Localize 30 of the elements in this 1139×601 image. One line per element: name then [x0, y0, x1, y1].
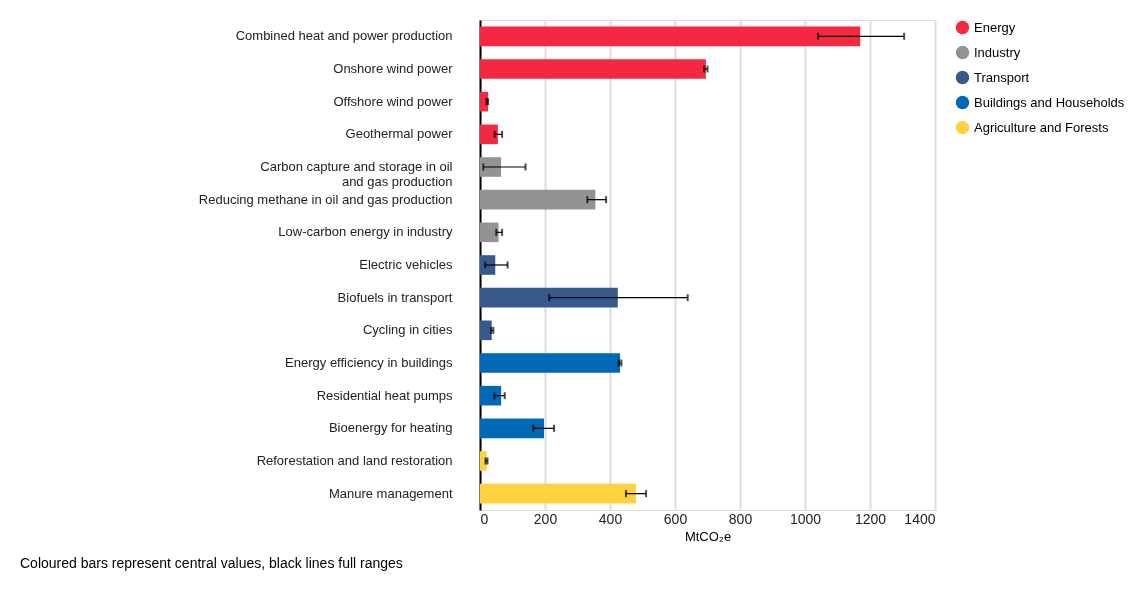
y-tick-label: Geothermal power [345, 126, 454, 142]
y-tick-label: Carbon capture and storage in oil and gas production [260, 159, 453, 189]
y-tick-label: Electric vehicles [359, 257, 453, 272]
y-tick-label: Biofuels in transport [337, 289, 453, 305]
legend-label: Agriculture and Forests [974, 119, 1109, 135]
y-tick-label: Energy efficiency in buildings [285, 355, 453, 370]
text: Coloured bars represent central values, black lines full ranges [20, 555, 403, 571]
legend-label: Energy [974, 19, 1016, 35]
y-tick-label: Combined heat and power production [235, 28, 453, 44]
y-tick-label: Cycling in cities [362, 322, 453, 338]
x-tick-label: 400 [598, 510, 623, 527]
x-axis-title: MtCO₂e [684, 528, 732, 544]
y-tick-label: Bioenergy for heating [328, 420, 453, 436]
x-tick-label: 600 [663, 510, 688, 527]
y-tick-label: Manure management [328, 485, 453, 501]
y-tick-label: Onshore wind power [333, 61, 454, 76]
x-tick-label: 1400 [904, 510, 936, 527]
legend-label: Transport [974, 69, 1030, 85]
x-tick-label: 800 [728, 510, 753, 527]
x-tick-label: 200 [533, 510, 558, 527]
x-tick-label: 0 [480, 510, 489, 527]
x-tick-label: 1000 [789, 510, 822, 527]
y-tick-label: Reducing methane in oil and gas production [198, 191, 453, 207]
legend-label: Industry [974, 44, 1021, 60]
y-tick-label: Residential heat pumps [316, 387, 453, 403]
legend-label: Buildings and Households [974, 94, 1125, 110]
y-tick-label: Reforestation and land restoration [256, 453, 453, 468]
y-tick-label: Low-carbon energy in industry [278, 224, 453, 240]
x-tick-label: 1200 [854, 510, 887, 527]
y-tick-label: Offshore wind power [333, 93, 454, 109]
